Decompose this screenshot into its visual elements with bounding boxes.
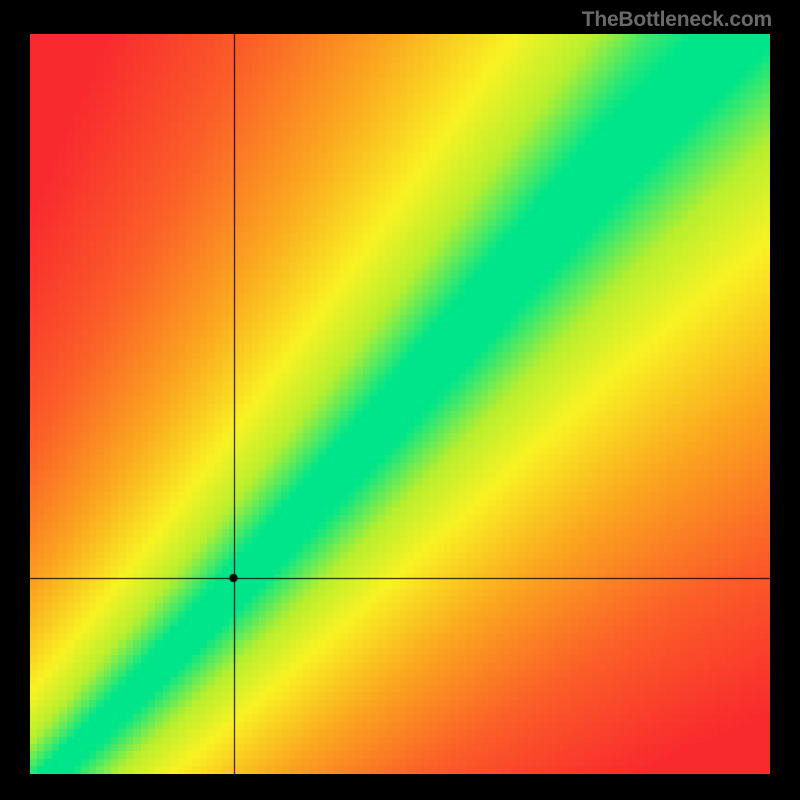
chart-container: TheBottleneck.com bbox=[0, 0, 800, 800]
watermark-text: TheBottleneck.com bbox=[582, 8, 772, 32]
bottleneck-heatmap bbox=[30, 34, 770, 774]
